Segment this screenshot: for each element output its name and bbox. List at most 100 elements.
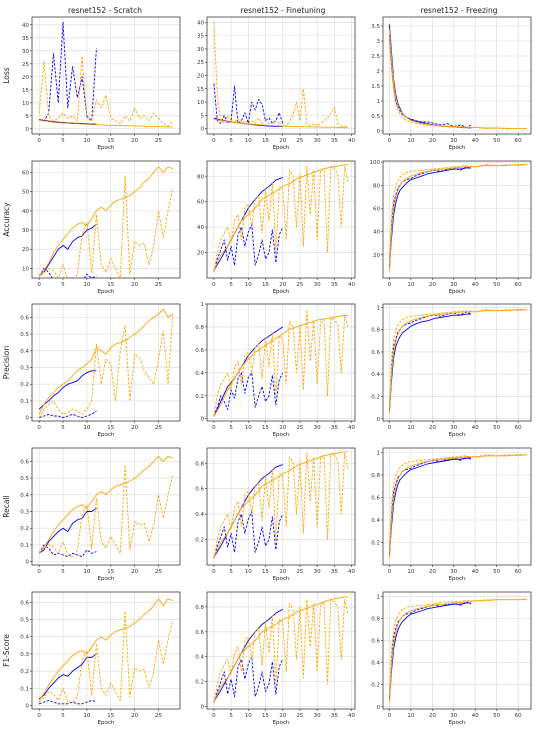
series-line-orange-solid <box>388 454 527 559</box>
series-line-orange-dashed <box>38 175 174 278</box>
x-axis-label: Epoch <box>449 720 466 726</box>
x-tick-label: 30 <box>314 282 321 288</box>
series-line-orange-dashed <box>388 164 527 261</box>
x-tick-label: 25 <box>155 138 162 144</box>
x-tick-label: 15 <box>107 713 114 719</box>
series-group <box>213 164 349 272</box>
series-line-orange-dashed <box>388 454 527 549</box>
subplot-3-0: 0 5 10 15 20 25 0 0.1 0.2 0.3 0.4 0.5 0.6 Epoch Recall <box>2 447 181 582</box>
x-tick-label: 40 <box>348 282 355 288</box>
x-tick-label: 30 <box>314 425 321 431</box>
y-axis-label: Accuracy <box>2 202 11 237</box>
x-tick-label: 35 <box>331 138 338 144</box>
series-line-orange-dashed <box>388 598 527 694</box>
x-tick-label: 60 <box>515 569 522 575</box>
series-group <box>388 164 527 272</box>
y-tick-label: 0.3 <box>20 652 29 658</box>
x-tick-label: 10 <box>83 569 90 575</box>
y-tick-label: 0.2 <box>371 394 380 400</box>
series-line-blue-solid <box>38 223 97 277</box>
x-tick-label: 10 <box>245 713 252 719</box>
series-line-blue-solid <box>388 602 471 702</box>
x-tick-label: 0 <box>388 425 392 431</box>
plot-frame <box>382 160 532 279</box>
series-group <box>38 308 174 419</box>
x-tick-label: 10 <box>245 138 252 144</box>
y-tick-label: 20 <box>197 74 204 80</box>
x-tick-label: 5 <box>229 425 233 431</box>
x-tick-label: 40 <box>472 425 479 431</box>
x-tick-label: 40 <box>348 713 355 719</box>
x-tick-label: 40 <box>472 713 479 719</box>
x-tick-label: 5 <box>61 138 65 144</box>
plot-frame <box>206 16 356 135</box>
x-tick-label: 40 <box>472 282 479 288</box>
x-tick-label: 10 <box>407 138 414 144</box>
x-tick-label: 10 <box>407 425 414 431</box>
x-tick-label: 25 <box>296 425 303 431</box>
series-line-orange-dashed <box>388 40 527 130</box>
x-tick-label: 10 <box>245 425 252 431</box>
y-tick-label: 0 <box>26 416 30 422</box>
y-tick-label: 60 <box>22 171 29 177</box>
y-tick-label: 80 <box>373 183 380 189</box>
x-axis-label: Epoch <box>449 289 466 295</box>
y-tick-label: 1 <box>377 451 381 457</box>
plot-frame <box>382 447 532 566</box>
series-line-blue-dashed <box>388 601 472 698</box>
y-tick-label: 40 <box>22 209 29 215</box>
x-tick-label: 0 <box>212 282 216 288</box>
x-tick-label: 0 <box>388 138 392 144</box>
y-tick-label: 0.8 <box>371 616 380 622</box>
x-tick-label: 60 <box>515 713 522 719</box>
x-tick-label: 5 <box>61 713 65 719</box>
x-tick-label: 40 <box>472 138 479 144</box>
x-tick-label: 35 <box>331 282 338 288</box>
x-tick-label: 25 <box>155 569 162 575</box>
series-line-orange-dashed <box>213 309 349 417</box>
series-group <box>388 598 527 703</box>
x-tick-label: 10 <box>83 425 90 431</box>
y-tick-label: 0.1 <box>20 686 29 692</box>
x-tick-label: 30 <box>450 713 457 719</box>
subplot-4-1: 0 5 10 15 20 25 30 35 40 0 0.2 0.4 0.6 0.8 Epoch <box>195 591 356 726</box>
y-tick-label: 0.2 <box>195 680 204 686</box>
y-tick-label: 0.6 <box>20 315 29 321</box>
y-tick-label: 1 <box>201 302 205 308</box>
y-tick-label: 1 <box>377 305 381 311</box>
x-tick-label: 20 <box>429 569 436 575</box>
series-line-blue-dashed <box>213 656 284 703</box>
x-axis-label: Epoch <box>98 720 115 726</box>
x-axis-label: Epoch <box>449 432 466 438</box>
x-tick-label: 0 <box>388 282 392 288</box>
series-line-orange-dashed <box>38 55 174 127</box>
column-title-scratch: resnet152 - Scratch <box>68 6 142 15</box>
x-tick-label: 10 <box>407 569 414 575</box>
x-tick-label: 5 <box>229 138 233 144</box>
x-tick-label: 20 <box>131 425 138 431</box>
y-tick-label: 0.4 <box>20 493 29 499</box>
x-tick-label: 5 <box>229 713 233 719</box>
x-tick-label: 20 <box>131 138 138 144</box>
subplot-1-0: 0 5 10 15 20 25 10 20 30 40 50 60 Epoch Accuracy <box>2 160 181 295</box>
y-tick-label: 15 <box>197 87 204 93</box>
y-tick-label: 15 <box>22 88 29 94</box>
series-line-orange-dashed <box>213 22 349 127</box>
x-tick-label: 20 <box>131 569 138 575</box>
series-line-blue-dashed <box>213 372 284 417</box>
y-tick-label: 0 <box>377 129 381 135</box>
y-tick-label: 10 <box>22 101 29 107</box>
x-tick-label: 0 <box>37 569 41 575</box>
y-tick-label: 20 <box>22 247 29 253</box>
y-tick-label: 0.6 <box>195 487 204 493</box>
y-axis-label: Precision <box>2 346 11 380</box>
series-line-blue-solid <box>388 457 471 557</box>
x-tick-label: 5 <box>61 425 65 431</box>
x-tick-label: 35 <box>331 569 338 575</box>
x-tick-label: 5 <box>61 282 65 288</box>
plot-frame <box>206 303 356 422</box>
y-axis-label: Recall <box>2 495 11 517</box>
subplot-0-0: 0 5 10 15 20 25 0 5 10 15 20 25 30 35 40 Epoch Loss <box>2 16 181 151</box>
y-tick-label: 35 <box>22 36 29 42</box>
